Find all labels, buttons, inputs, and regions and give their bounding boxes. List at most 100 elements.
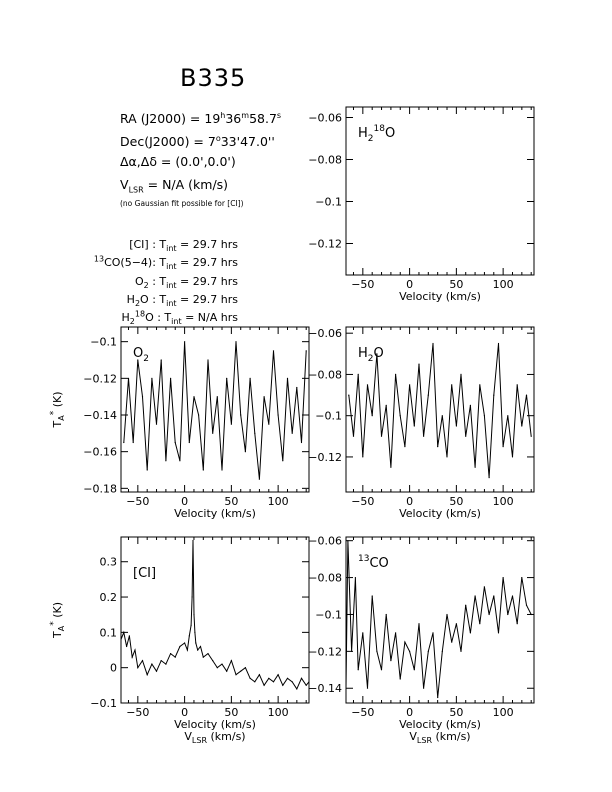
- y-axis-unit: (K): [51, 391, 64, 410]
- y-tick-label: 0: [110, 662, 117, 675]
- data-point: [141, 396, 144, 398]
- species-label: O: [134, 275, 144, 288]
- ra-hour-unit: h: [220, 110, 226, 120]
- x-axis-title: Velocity (km/s): [399, 507, 481, 520]
- label-text: O: [385, 126, 395, 141]
- tint-subscript: int: [171, 317, 182, 327]
- label-text: O: [374, 346, 384, 361]
- species-superscript: 18: [134, 309, 146, 319]
- data-point: [165, 663, 167, 665]
- data-point: [427, 650, 429, 653]
- vlsr-rest: = N/A (km/s): [143, 177, 229, 192]
- y-axis-sub: A: [57, 625, 66, 631]
- y-tick-label: 0.2: [100, 591, 118, 604]
- data-point: [437, 446, 439, 448]
- data-point: [362, 456, 364, 458]
- species-label: [CI] : T: [129, 238, 167, 251]
- label-text: CO: [369, 556, 388, 571]
- data-point: [483, 586, 485, 588]
- integration-row: H218O : Tint = N/A hrs: [122, 309, 238, 327]
- data-point: [151, 377, 153, 379]
- data-point: [455, 623, 457, 625]
- data-point: [423, 687, 425, 689]
- data-point: [226, 670, 228, 672]
- panel-ci: −50 0 50 100 −0.1 0 0.1 0.2 0.3 VLSR (km/s)Veloci…: [49, 536, 310, 745]
- data-point: [277, 674, 279, 676]
- data-point: [212, 660, 214, 662]
- offset-line: Δα,Δδ = (0.0',0.0'): [120, 154, 236, 169]
- x-axis-velocity: Velocity (km/s): [399, 718, 481, 731]
- label-text: H: [358, 346, 368, 361]
- y-tick-label: −0.12: [308, 238, 342, 251]
- data-point: [357, 669, 359, 671]
- data-point: [207, 653, 209, 655]
- x-axis-velocity: Velocity (km/s): [174, 718, 256, 731]
- data-point: [277, 414, 279, 416]
- data-point: [282, 684, 284, 686]
- data-point: [235, 674, 237, 676]
- data-point: [469, 404, 471, 406]
- data-point: [308, 681, 309, 683]
- data-point: [193, 614, 195, 616]
- data-point: [488, 477, 490, 479]
- data-point: [197, 649, 199, 651]
- data-point: [437, 696, 439, 699]
- data-point: [385, 404, 387, 406]
- panel-label: [CI]: [133, 566, 156, 581]
- data-point: [170, 653, 172, 655]
- data-point: [460, 650, 462, 653]
- data-point: [423, 435, 425, 437]
- y-tick-label: −0.14: [308, 682, 342, 695]
- y-tick-label: −0.1: [90, 697, 117, 710]
- species-label: H: [126, 293, 135, 306]
- y-axis-sup: *: [49, 410, 59, 415]
- data-point: [530, 435, 532, 437]
- data-point: [530, 613, 532, 616]
- data-point: [186, 649, 188, 651]
- tint-value: = 29.7 hrs: [176, 293, 238, 306]
- tint-value: = 29.7 hrs: [176, 238, 238, 251]
- data-point: [240, 414, 242, 416]
- data-point: [282, 460, 284, 462]
- data-point: [413, 669, 415, 671]
- data-point: [300, 441, 303, 444]
- data-point: [123, 631, 125, 634]
- data-point: [199, 645, 202, 648]
- label-superscript: 13: [358, 554, 369, 564]
- y-tick-label: −0.06: [308, 112, 342, 125]
- data-point: [371, 595, 373, 597]
- data-point: [202, 656, 204, 658]
- data-point: [194, 631, 196, 634]
- x-axis-v: V: [409, 730, 417, 743]
- data-point: [469, 632, 471, 634]
- data-point: [291, 432, 293, 434]
- series-line: [121, 540, 309, 690]
- data-point: [418, 363, 420, 365]
- data-point: [155, 670, 158, 672]
- data-point: [493, 394, 495, 396]
- y-tick-label: 0.3: [100, 556, 118, 569]
- x-tick-label: −50: [351, 495, 374, 508]
- label-text: O: [133, 346, 143, 361]
- data-point: [413, 425, 415, 427]
- fit-note: (no Gaussian fit possible for [CI]): [120, 199, 244, 208]
- data-point: [258, 674, 260, 676]
- data-point: [131, 656, 133, 658]
- data-point: [230, 423, 232, 425]
- data-point: [263, 396, 265, 398]
- data-point: [502, 446, 504, 448]
- data-point: [376, 650, 378, 653]
- tint-value: = N/A hrs: [181, 311, 238, 324]
- data-point: [146, 674, 148, 676]
- y-tick-label: −0.08: [308, 154, 342, 167]
- data-point: [455, 425, 457, 427]
- y-tick-label: −0.18: [83, 482, 117, 495]
- data-point: [525, 394, 528, 396]
- data-point: [497, 342, 500, 345]
- dec-rest: 33'47.0'': [220, 134, 275, 149]
- ra-label: RA (J2000) = 19: [120, 111, 221, 126]
- data-point: [357, 373, 359, 375]
- panel-h2o: −50 0 50 100 −0.12 −0.1 −0.08 −0.06 Velocity (km…: [308, 326, 535, 520]
- data-point: [451, 384, 453, 386]
